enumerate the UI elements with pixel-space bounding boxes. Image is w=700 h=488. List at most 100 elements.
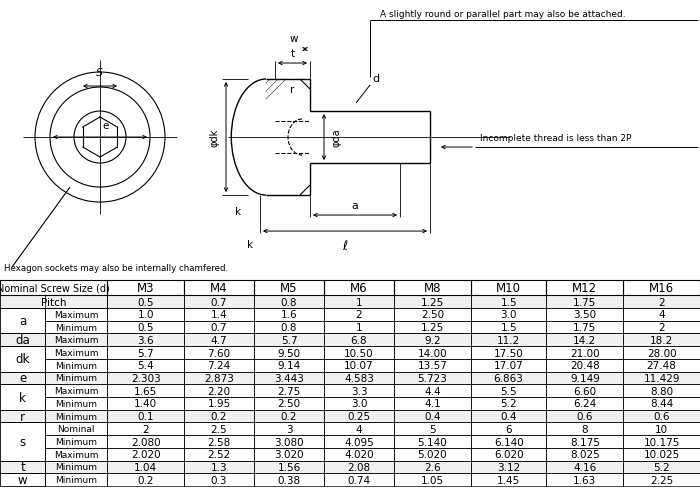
Text: a: a [19,315,26,327]
Bar [46,410,107,423]
Bar [184,308,254,321]
Text: 8.025: 8.025 [570,449,600,459]
Text: Maximum: Maximum [54,336,99,345]
Bar [254,296,324,308]
Bar [107,321,184,334]
Text: 0.25: 0.25 [347,411,370,421]
Text: 0.5: 0.5 [137,297,154,307]
Bar [107,372,184,385]
Text: 2.303: 2.303 [131,373,160,383]
Bar [547,385,623,397]
Bar [394,385,471,397]
Text: 1.40: 1.40 [134,399,158,408]
Bar [184,280,254,296]
Text: 8: 8 [582,424,588,434]
Bar [46,461,107,473]
Bar [184,448,254,461]
Bar [394,461,471,473]
Bar [184,321,254,334]
Text: 9.149: 9.149 [570,373,600,383]
Bar [623,423,700,435]
Bar [324,359,394,372]
Text: 4: 4 [658,310,665,320]
Bar [547,372,623,385]
Bar [0,296,107,308]
Text: 2.020: 2.020 [131,449,160,459]
Bar [623,296,700,308]
Text: 4.1: 4.1 [424,399,441,408]
Bar [394,423,471,435]
Bar [547,410,623,423]
Text: 2.20: 2.20 [207,386,230,396]
Text: 5.2: 5.2 [500,399,517,408]
Bar [471,280,547,296]
Text: 3.0: 3.0 [500,310,517,320]
Text: Hexagon sockets may also be internally chamfered.: Hexagon sockets may also be internally c… [4,264,228,272]
Text: Minimum: Minimum [55,361,97,370]
Text: 1.3: 1.3 [211,462,228,472]
Bar [394,448,471,461]
Text: 6.863: 6.863 [494,373,524,383]
Bar [623,308,700,321]
Bar [46,423,107,435]
Bar [471,423,547,435]
Bar [324,334,394,346]
Bar [471,296,547,308]
Text: 1.75: 1.75 [573,323,596,332]
Text: Maximum: Maximum [54,310,99,319]
Bar [623,397,700,410]
Bar [254,372,324,385]
Bar [324,461,394,473]
Bar [46,296,107,308]
Text: 10.025: 10.025 [643,449,680,459]
Text: 10.50: 10.50 [344,348,374,358]
Bar [0,334,46,346]
Text: 6.020: 6.020 [494,449,524,459]
Text: Minimum: Minimum [55,399,97,408]
Text: 5.7: 5.7 [137,348,154,358]
Text: 0.4: 0.4 [424,411,441,421]
Bar [547,410,623,423]
Text: Minimum: Minimum [55,323,97,332]
Text: 2: 2 [142,424,149,434]
Bar [394,308,471,321]
Bar [107,372,184,385]
Text: Minimum: Minimum [55,374,97,383]
Bar [623,385,700,397]
Text: M10: M10 [496,282,521,294]
Text: 5.7: 5.7 [281,335,297,345]
Bar [107,410,184,423]
Bar [471,346,547,359]
Bar [46,435,107,448]
Text: 3.3: 3.3 [351,386,368,396]
Text: a: a [351,201,358,211]
Text: 3: 3 [286,424,293,434]
Text: 0.4: 0.4 [500,411,517,421]
Text: 1.63: 1.63 [573,475,596,485]
Text: 2: 2 [658,323,665,332]
Text: 17.50: 17.50 [494,348,524,358]
Bar [254,410,324,423]
Bar [547,397,623,410]
Bar [0,334,46,346]
Text: e: e [19,372,26,385]
Text: 3.080: 3.080 [274,437,304,447]
Text: 9.2: 9.2 [424,335,441,345]
Bar [547,296,623,308]
Bar [254,280,324,296]
Bar [254,321,324,334]
Bar [107,423,184,435]
Text: 10.07: 10.07 [344,361,374,370]
Bar [46,461,107,473]
Bar [46,308,107,321]
Bar [623,346,700,359]
Text: M12: M12 [573,282,597,294]
Text: 5.723: 5.723 [417,373,447,383]
Bar [394,280,471,296]
Text: 1.25: 1.25 [421,323,444,332]
Bar [0,296,107,308]
Bar [471,308,547,321]
Text: M5: M5 [280,282,298,294]
Bar [107,334,184,346]
Text: 5.020: 5.020 [418,449,447,459]
